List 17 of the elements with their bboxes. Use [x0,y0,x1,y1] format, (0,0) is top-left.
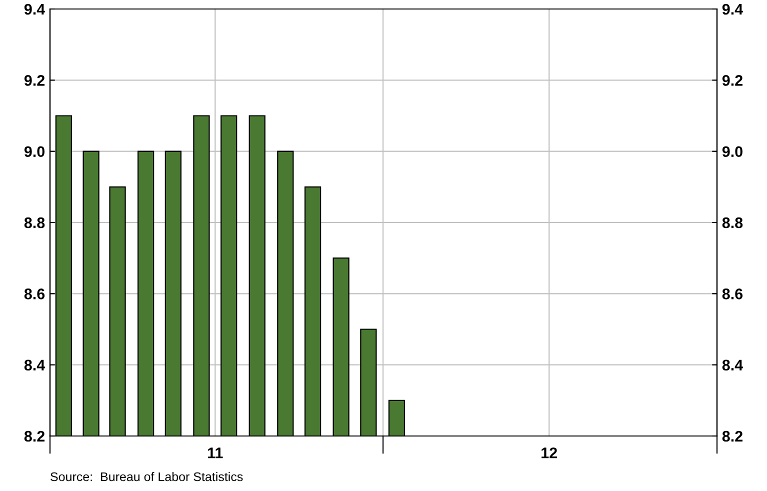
y-tick-label: 8.6 [24,288,45,300]
x-tick-label: 11 [208,448,223,458]
y2-tick-label: 8.8 [722,217,743,228]
y-tick-label: 9.2 [24,75,45,86]
y2-tick-label: 8.4 [722,360,744,371]
source-note: Source: Bureau of Labor Statistics [50,472,243,482]
y-tick-label: 9.4 [24,4,46,15]
y-tick-label: 8.4 [24,360,46,371]
y-tick-label: 8.2 [24,430,45,442]
y-tick-label: 9.0 [24,146,45,158]
y2-tick-label: 9.0 [722,146,742,158]
y2-tick-label: 9.2 [722,75,742,86]
x-tick-label: 12 [542,448,557,458]
y2-tick-label: 8.2 [722,430,742,442]
y-tick-label: 8.8 [24,217,45,228]
y2-tick-label: 8.6 [722,288,743,300]
y2-tick-label: 9.4 [722,4,744,15]
